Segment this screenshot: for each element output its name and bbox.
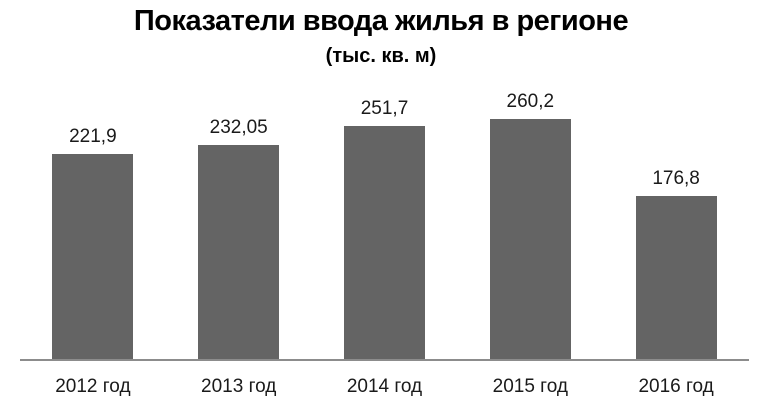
- x-axis-tick-label: 2013 год: [201, 376, 277, 397]
- bar-value-label: 176,8: [652, 168, 700, 189]
- bar-value-label: 221,9: [69, 126, 117, 147]
- bar: [635, 196, 717, 359]
- chart-title: Показатели ввода жилья в регионе: [133, 5, 629, 37]
- bar-value-label: 251,7: [360, 98, 409, 119]
- x-axis-tick-label: 2012 год: [55, 376, 131, 397]
- x-axis-line: [20, 359, 749, 361]
- chart-subtitle: (тыс. кв. м): [325, 45, 437, 67]
- x-axis-tick-label: 2014 год: [346, 376, 423, 397]
- bar: [198, 145, 280, 359]
- x-axis-tick-label: 2015 год: [492, 376, 568, 397]
- x-axis-tick-label: 2016 год: [638, 376, 714, 397]
- bar: [489, 119, 571, 359]
- bar: [52, 154, 134, 359]
- bar-value-label: 232,05: [209, 117, 268, 138]
- bar-value-label: 260,2: [506, 91, 555, 112]
- bar: [344, 126, 425, 359]
